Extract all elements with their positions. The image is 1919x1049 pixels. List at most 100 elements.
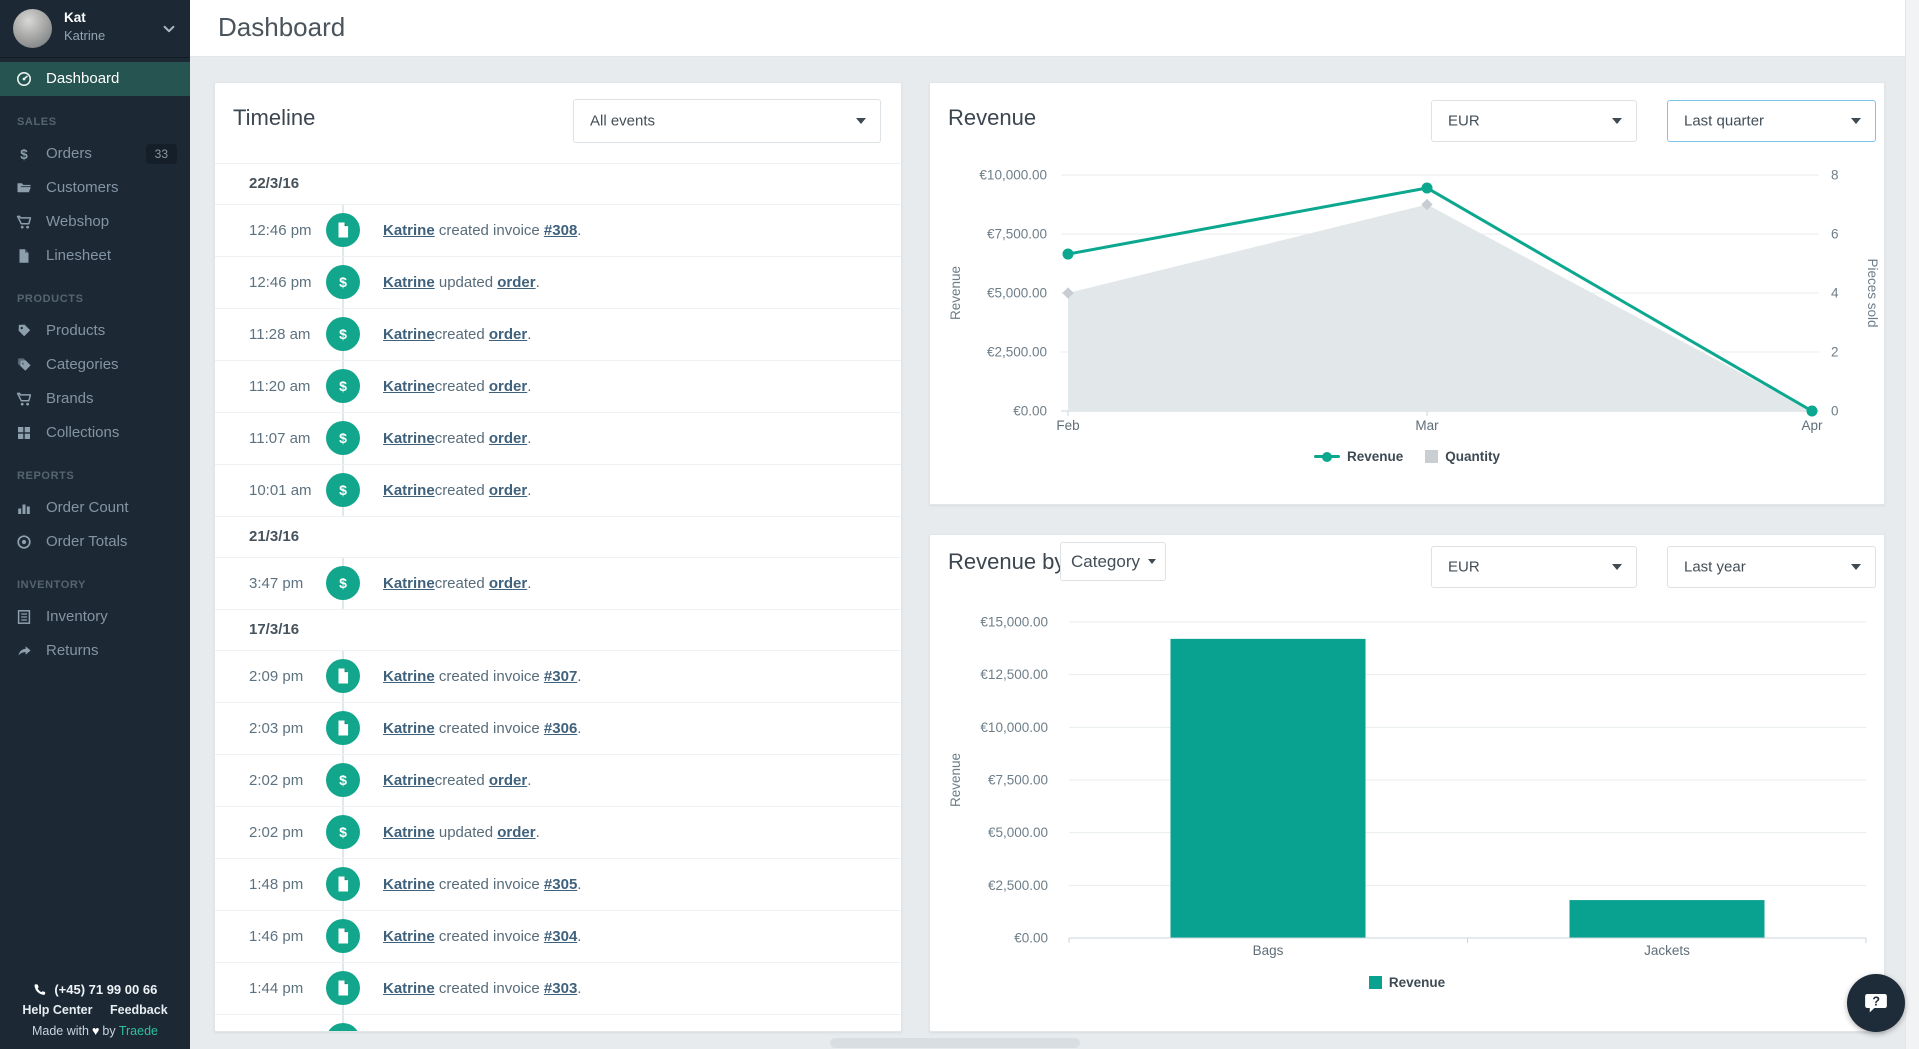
target-link[interactable]: #308 xyxy=(543,222,578,239)
target-link[interactable]: order xyxy=(488,326,528,343)
sidebar-item-brands[interactable]: Brands xyxy=(0,382,190,416)
event-time: 11:28 am xyxy=(249,326,311,343)
timeline-date: 17/3/16 xyxy=(215,609,901,650)
timeline-event-row: 2:09 pm Katrine created invoice #307. xyxy=(215,650,901,702)
target-link[interactable]: #307 xyxy=(543,668,578,685)
events-filter-dropdown[interactable]: All events xyxy=(573,99,881,143)
svg-text:Pieces sold: Pieces sold xyxy=(1865,258,1880,327)
sidebar-item-label: Orders xyxy=(46,145,92,162)
svg-text:€0.00: €0.00 xyxy=(1014,931,1048,946)
target-link[interactable]: order xyxy=(488,575,528,592)
timeline-event-row: 11:28 am $ Katrinecreated order. xyxy=(215,308,901,360)
sidebar-section-label-products: PRODUCTS xyxy=(17,293,84,305)
footer-links: Help Center Feedback xyxy=(0,1000,190,1021)
timeline-event-row: 2:02 pm $ Katrine updated order. xyxy=(215,806,901,858)
revenue-by-dimension-value: Category xyxy=(1071,551,1140,571)
target-link[interactable]: #306 xyxy=(543,720,578,737)
actor-link[interactable]: Katrine xyxy=(383,824,435,841)
invoice-icon xyxy=(326,213,360,247)
target-link[interactable]: #305 xyxy=(543,876,578,893)
actor-link[interactable]: Katrine xyxy=(383,980,435,997)
sidebar-item-label: Linesheet xyxy=(46,247,112,264)
event-time: 10:01 am xyxy=(249,482,312,499)
target-link[interactable]: order xyxy=(488,772,528,789)
actor-link[interactable]: Katrine xyxy=(383,326,435,343)
target-link[interactable]: order xyxy=(497,824,536,841)
actor-link[interactable]: Katrine xyxy=(383,482,435,499)
sidebar-item-returns[interactable]: Returns xyxy=(0,634,190,668)
feedback-link[interactable]: Feedback xyxy=(109,1003,168,1017)
sidebar-item-label: Collections xyxy=(46,424,120,441)
sidebar: Kat Katrine Dashboard SALES $ Orders 33 Custo… xyxy=(0,0,190,1049)
sidebar-item-label: Order Totals xyxy=(46,533,128,550)
order-icon: $ xyxy=(326,369,360,403)
target-link[interactable]: order xyxy=(488,482,528,499)
target-link[interactable]: #304 xyxy=(543,928,578,945)
actor-link[interactable]: Katrine xyxy=(383,430,435,447)
support-phone: (+45) 71 99 00 66 xyxy=(0,979,190,1000)
sidebar-section-label-reports: REPORTS xyxy=(17,470,75,482)
cart-icon xyxy=(16,391,32,407)
target-link[interactable]: order xyxy=(488,378,528,395)
sidebar-item-label: Products xyxy=(46,322,106,339)
sidebar-item-order-totals[interactable]: Order Totals xyxy=(0,525,190,559)
actor-link[interactable]: Katrine xyxy=(383,876,435,893)
revenue-currency-dropdown[interactable]: EUR xyxy=(1431,100,1637,142)
revenue-range-value: Last quarter xyxy=(1684,112,1765,130)
sidebar-item-collections[interactable]: Collections xyxy=(0,416,190,450)
svg-text:$: $ xyxy=(339,824,347,840)
sidebar-item-label: Inventory xyxy=(46,608,108,625)
actor-link[interactable]: Katrine xyxy=(383,378,435,395)
sidebar-item-order-count[interactable]: Order Count xyxy=(0,491,190,525)
user-subtitle: Katrine xyxy=(64,28,106,43)
actor-link[interactable]: Katrine xyxy=(383,772,435,789)
sidebar-item-inventory[interactable]: Inventory xyxy=(0,600,190,634)
bar-chart-icon xyxy=(16,500,32,516)
caret-down-icon xyxy=(1851,564,1861,570)
svg-text:$: $ xyxy=(339,772,347,788)
sidebar-item-dashboard[interactable]: Dashboard xyxy=(0,62,190,96)
order-icon: $ xyxy=(326,815,360,849)
sidebar-item-webshop[interactable]: Webshop xyxy=(0,205,190,239)
help-chat-button[interactable]: ? xyxy=(1847,974,1905,1032)
sidebar-item-orders[interactable]: $ Orders 33 xyxy=(0,137,190,171)
actor-link[interactable]: Katrine xyxy=(383,928,435,945)
sidebar-item-products[interactable]: Products xyxy=(0,314,190,348)
sidebar-item-linesheet[interactable]: Linesheet xyxy=(0,239,190,273)
order-icon: $ xyxy=(326,763,360,797)
event-text: Katrine updated order. xyxy=(383,274,540,291)
help-center-link[interactable]: Help Center xyxy=(22,1003,93,1017)
svg-text:€5,000.00: €5,000.00 xyxy=(988,825,1048,840)
revenue-by-range-dropdown[interactable]: Last year xyxy=(1667,546,1876,588)
actor-link[interactable]: Katrine xyxy=(383,274,435,291)
svg-text:Feb: Feb xyxy=(1056,418,1079,433)
sidebar-item-customers[interactable]: Customers xyxy=(0,171,190,205)
actor-link[interactable]: Katrine xyxy=(383,720,435,737)
target-link[interactable]: order xyxy=(488,430,528,447)
sidebar-item-categories[interactable]: Categories xyxy=(0,348,190,382)
chat-icon: ? xyxy=(1865,994,1887,1013)
traede-brand-link[interactable]: Traede xyxy=(118,1024,158,1038)
actor-link[interactable]: Katrine xyxy=(383,668,435,685)
order-icon: $ xyxy=(326,473,360,507)
user-menu[interactable]: Kat Katrine xyxy=(0,0,190,58)
revenue-by-currency-dropdown[interactable]: EUR xyxy=(1431,546,1637,588)
phone-icon xyxy=(33,983,46,996)
revenue-by-panel: Revenue by Category EUR Last year €0.00 €… xyxy=(929,534,1885,1032)
target-link[interactable]: order xyxy=(497,274,536,291)
timeline-body: 22/3/16 12:46 pm Katrine created invoice #… xyxy=(215,163,901,1031)
revenue-range-dropdown[interactable]: Last quarter xyxy=(1667,100,1876,142)
event-time: 1:44 pm xyxy=(249,980,304,997)
caret-down-icon xyxy=(1612,118,1622,124)
actor-link[interactable]: Katrine xyxy=(383,222,435,239)
revenue-by-dimension-dropdown[interactable]: Category xyxy=(1060,542,1166,581)
vertical-scrollbar[interactable] xyxy=(1905,0,1919,1049)
timeline-event-row: 10:01 am $ Katrinecreated order. xyxy=(215,464,901,516)
target-link[interactable]: #303 xyxy=(543,980,578,997)
svg-text:$: $ xyxy=(339,482,347,498)
actor-link[interactable]: Katrine xyxy=(383,575,435,592)
horizontal-scrollbar-thumb[interactable] xyxy=(830,1038,1080,1048)
invoice-icon xyxy=(326,867,360,901)
event-text: Katrine created invoice #304. xyxy=(383,928,582,945)
sidebar-nav: Dashboard SALES $ Orders 33 Customers Webshop L… xyxy=(0,62,190,668)
